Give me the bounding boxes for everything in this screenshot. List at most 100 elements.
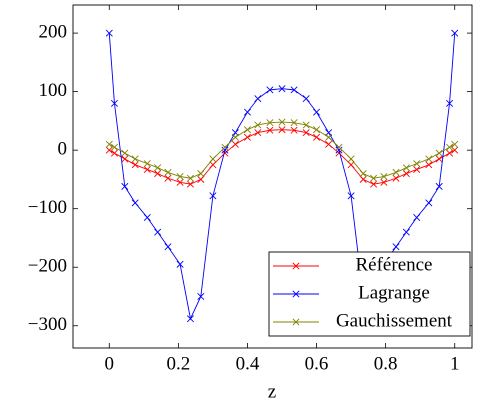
point-marker (176, 178, 184, 186)
point-marker (110, 143, 118, 151)
x-axis-label: z (268, 381, 276, 402)
point-marker (313, 108, 321, 116)
point-marker (110, 99, 118, 107)
point-marker (402, 228, 410, 236)
x-tick-label: 0.4 (236, 353, 260, 374)
point-marker (402, 170, 410, 178)
point-marker (392, 168, 400, 176)
point-marker (302, 95, 310, 103)
point-marker (347, 161, 355, 169)
point-marker (446, 149, 454, 157)
point-marker (425, 155, 433, 163)
plot-area (105, 29, 459, 323)
point-marker (164, 168, 172, 176)
point-marker (105, 140, 113, 148)
point-marker (380, 172, 388, 181)
point-marker (221, 143, 229, 151)
point-marker (243, 108, 251, 116)
point-marker (425, 161, 433, 169)
point-marker (435, 155, 443, 163)
point-marker (266, 126, 274, 134)
x-tick-label: 0.8 (374, 353, 398, 374)
point-marker (290, 86, 298, 94)
y-tick-label: −100 (28, 197, 67, 218)
point-marker (143, 213, 151, 221)
point-marker (446, 143, 454, 151)
point-marker (446, 99, 454, 107)
point-marker (325, 133, 333, 141)
legend-label: Gauchissement (336, 310, 453, 331)
y-tick-label: 100 (39, 80, 68, 101)
point-marker (402, 164, 410, 172)
series-line (109, 121, 455, 179)
point-marker (290, 126, 298, 134)
x-tick-label: 0.6 (305, 353, 329, 374)
point-marker (413, 213, 421, 221)
point-marker (197, 170, 205, 178)
point-marker (131, 199, 139, 207)
point-marker (370, 174, 378, 182)
series-line (109, 129, 455, 185)
legend-label: Référence (356, 254, 433, 275)
point-marker (209, 192, 217, 200)
point-marker (278, 126, 286, 134)
y-tick-label: 0 (58, 139, 68, 160)
point-marker (278, 118, 286, 126)
point-marker (154, 228, 162, 236)
y-tick-label: −300 (28, 314, 67, 335)
point-marker (143, 165, 151, 173)
point-marker (121, 149, 129, 157)
point-marker (302, 121, 310, 129)
point-marker (347, 192, 355, 200)
point-marker (221, 146, 229, 154)
point-marker (131, 155, 139, 163)
point-marker (435, 182, 443, 190)
point-marker (359, 170, 367, 178)
point-marker (154, 170, 162, 178)
x-tick-label: 0 (105, 353, 115, 374)
point-marker (266, 86, 274, 94)
y-tick-label: 200 (39, 21, 68, 42)
point-marker (143, 160, 151, 168)
point-marker (221, 149, 229, 157)
plot-frame (72, 4, 473, 349)
x-tick-label: 1 (450, 353, 460, 374)
point-marker (176, 172, 184, 181)
point-marker (347, 155, 355, 163)
point-marker (413, 165, 421, 173)
point-marker (186, 315, 194, 323)
point-marker (243, 133, 251, 141)
x-tick-label: 0.2 (166, 353, 190, 374)
point-marker (451, 29, 459, 37)
point-marker (278, 85, 286, 93)
point-marker (425, 199, 433, 207)
point-marker (413, 160, 421, 168)
point-marker (121, 155, 129, 163)
point-marker (335, 146, 343, 154)
point-marker (325, 140, 333, 148)
point-marker (451, 140, 459, 148)
point-marker (164, 243, 172, 251)
legend-marker (292, 262, 300, 270)
legend: Référence Lagrange Gauchissement (268, 251, 471, 337)
point-marker (435, 149, 443, 157)
point-marker (186, 174, 194, 182)
point-marker (380, 178, 388, 186)
point-marker (335, 143, 343, 151)
point-marker (254, 129, 262, 137)
point-marker (209, 161, 217, 169)
point-marker (105, 29, 113, 37)
point-marker (254, 121, 262, 129)
point-marker (231, 140, 239, 148)
point-marker (290, 119, 298, 127)
point-marker (176, 260, 184, 268)
point-marker (197, 292, 205, 301)
point-marker (266, 119, 274, 127)
point-marker (451, 146, 459, 154)
point-marker (186, 180, 194, 188)
point-marker (335, 149, 343, 157)
point-marker (359, 175, 367, 183)
point-marker (231, 133, 239, 141)
point-marker (105, 146, 113, 154)
